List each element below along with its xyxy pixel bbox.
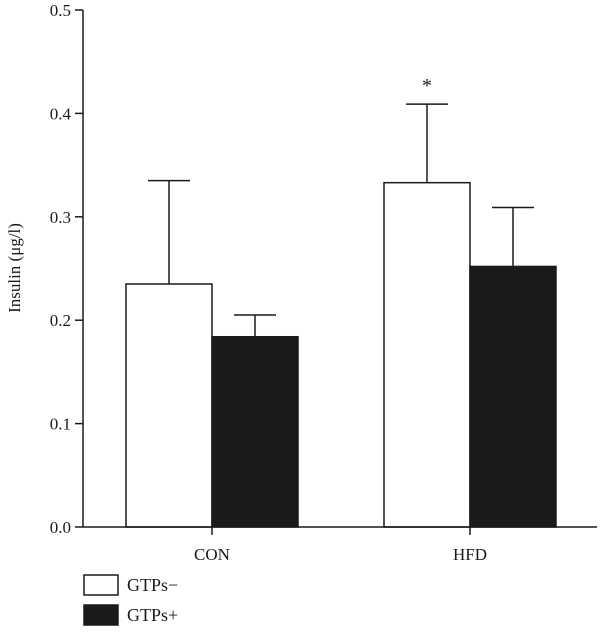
y-axis-title: Insulin (μg/l) [5,223,24,313]
annotations-layer: * [422,75,432,97]
y-tick-label: 0.3 [50,208,71,227]
legend-label-gtps-plus: GTPs+ [127,605,178,625]
legend-swatch-gtps-minus [83,574,119,596]
legend: GTPs− GTPs+ [83,574,178,626]
legend-label-gtps-minus: GTPs− [127,575,178,595]
y-tick-label: 0.1 [50,415,71,434]
x-ticks-layer: CON HFD [194,527,487,564]
legend-swatch-gtps-plus [83,604,119,626]
axes-layer [82,10,597,528]
bar-hfd-gtps-minus [383,181,471,528]
y-tick-label: 0.0 [50,518,71,537]
bars-layer [125,181,557,528]
bar-hfd-gtps-plus [469,265,557,528]
bar-con-gtps-minus [125,283,213,528]
y-tick-label: 0.5 [50,1,71,20]
x-tick-label-con: CON [194,545,230,564]
x-tick-label-hfd: HFD [453,545,487,564]
y-ticks-layer: 0.0 0.1 0.2 0.3 0.4 0.5 [50,1,83,537]
y-tick-label: 0.4 [50,104,72,123]
bar-con-gtps-plus [211,335,299,528]
significance-marker: * [422,75,432,97]
error-bars-layer [148,103,534,337]
y-tick-label: 0.2 [50,311,71,330]
